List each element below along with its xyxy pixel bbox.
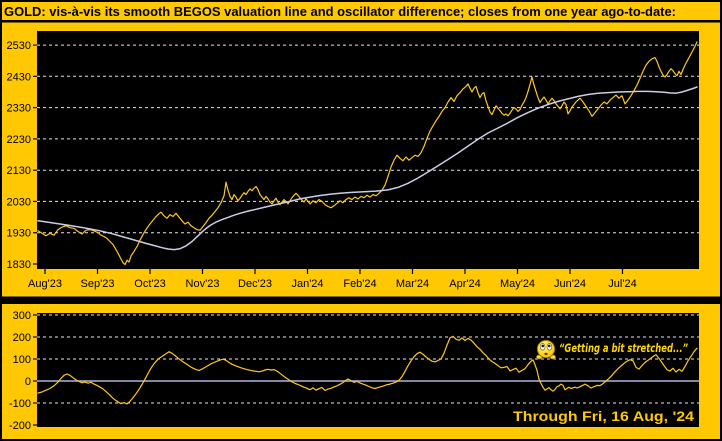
x-axis-label: Jun'24 bbox=[554, 278, 586, 290]
x-axis-label: Jan'24 bbox=[291, 278, 323, 290]
smiley-icon bbox=[535, 339, 556, 360]
x-axis-label: Sep'23 bbox=[81, 278, 115, 290]
x-axis-label: Nov'23 bbox=[186, 278, 220, 290]
y-axis-label: 2530 bbox=[7, 40, 31, 52]
y-axis-label: -100 bbox=[9, 398, 31, 410]
x-axis-label: Oct'23 bbox=[134, 278, 165, 290]
oscillator-plot: 300 200 100 0 -100 -200 bbox=[9, 310, 699, 432]
x-axis-label: May'24 bbox=[500, 278, 535, 290]
y-axis-label: 2030 bbox=[7, 196, 31, 208]
plot-area bbox=[37, 31, 699, 269]
panel-separator bbox=[0, 296, 722, 304]
gold-daily-close-line bbox=[37, 41, 698, 266]
y-axis-label: 2130 bbox=[7, 165, 31, 177]
footer-date: Through Fri, 16 Aug, '24 bbox=[513, 408, 694, 424]
y-axis-label: 0 bbox=[25, 376, 31, 388]
oscillator-annotation: “Getting a bit stretched...” bbox=[559, 341, 688, 355]
x-axis-label: Apr'24 bbox=[449, 278, 480, 290]
gold-price-plot: 2530 2430 2330 2230 2130 2030 1930 1830 Aug'23 Se… bbox=[7, 31, 699, 290]
plots-layer: 2530 2430 2330 2230 2130 2030 1930 1830 Aug'23 Se… bbox=[7, 31, 699, 432]
y-axis-label: 300 bbox=[13, 310, 31, 322]
y-axis-label: 100 bbox=[13, 354, 31, 366]
x-axis-label: Feb'24 bbox=[343, 278, 376, 290]
y-axis-label: 1830 bbox=[7, 259, 31, 271]
smooth-begos-valuation-line bbox=[37, 86, 698, 251]
x-axis-label: Dec'23 bbox=[238, 278, 272, 290]
x-axis-label: Aug'23 bbox=[28, 278, 62, 290]
page-title: GOLD: vis-à-vis its smooth BEGOS valuati… bbox=[4, 5, 676, 19]
y-axis-label: 2230 bbox=[7, 134, 31, 146]
y-axis-label: -200 bbox=[9, 420, 31, 432]
x-axis-label: Jul'24 bbox=[608, 278, 636, 290]
x-axis-label: Mar'24 bbox=[396, 278, 429, 290]
oscillator-difference-line bbox=[37, 335, 698, 405]
title-underline bbox=[0, 20, 722, 23]
y-axis-label: 2430 bbox=[7, 71, 31, 83]
y-axis-label: 1930 bbox=[7, 228, 31, 240]
plot-area bbox=[37, 313, 699, 427]
y-axis-label: 200 bbox=[13, 332, 31, 344]
y-axis-label: 2330 bbox=[7, 103, 31, 115]
